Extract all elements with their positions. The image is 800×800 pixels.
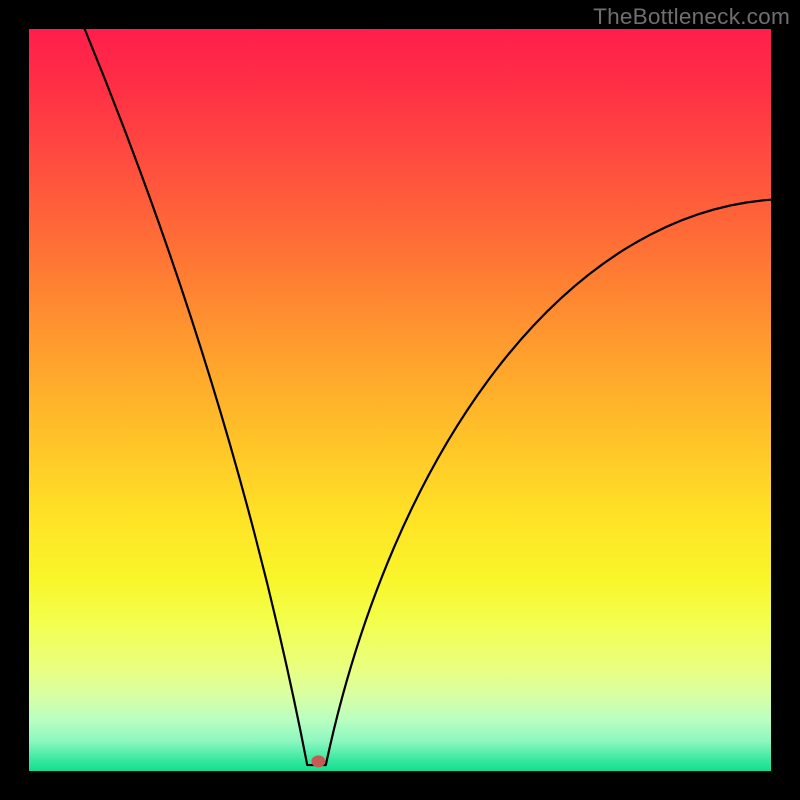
plot-area bbox=[29, 29, 771, 771]
watermark-text: TheBottleneck.com bbox=[593, 4, 790, 30]
plot-inner bbox=[29, 29, 771, 771]
gradient-canvas bbox=[29, 29, 771, 771]
chart-outer-frame: TheBottleneck.com bbox=[0, 0, 800, 800]
